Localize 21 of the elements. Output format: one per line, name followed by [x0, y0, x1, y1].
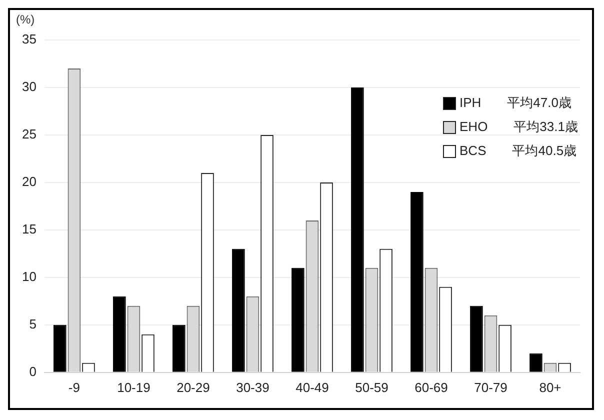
y-tick-label: 10 [22, 269, 36, 284]
x-tick-label: 50-59 [355, 380, 388, 395]
y-axis-title: (%) [16, 12, 35, 26]
y-tick-label: 35 [22, 32, 36, 47]
legend-label: EHO 平均33.1歳 [460, 118, 578, 136]
x-tick-label: 40-49 [296, 380, 329, 395]
y-tick-label: 20 [22, 174, 36, 190]
x-tick-label: 30-39 [236, 380, 270, 395]
y-tick-label: 0 [29, 364, 36, 379]
x-tick-label: 70-79 [474, 380, 508, 395]
y-tick-label: 30 [22, 79, 36, 94]
x-tick-label: 60-69 [414, 380, 448, 395]
x-tick-label: 10-19 [117, 380, 150, 395]
legend-label: BCS 平均40.5歳 [460, 142, 577, 160]
y-tick-label: 15 [22, 222, 36, 237]
y-tick-label: 25 [22, 126, 36, 142]
x-tick-label: -9 [68, 380, 80, 395]
y-tick-label: 5 [29, 316, 36, 332]
x-tick-label: 20-29 [176, 380, 210, 395]
legend-label: IPH 平均47.0歳 [460, 94, 572, 112]
x-tick-label: 80+ [539, 380, 562, 395]
